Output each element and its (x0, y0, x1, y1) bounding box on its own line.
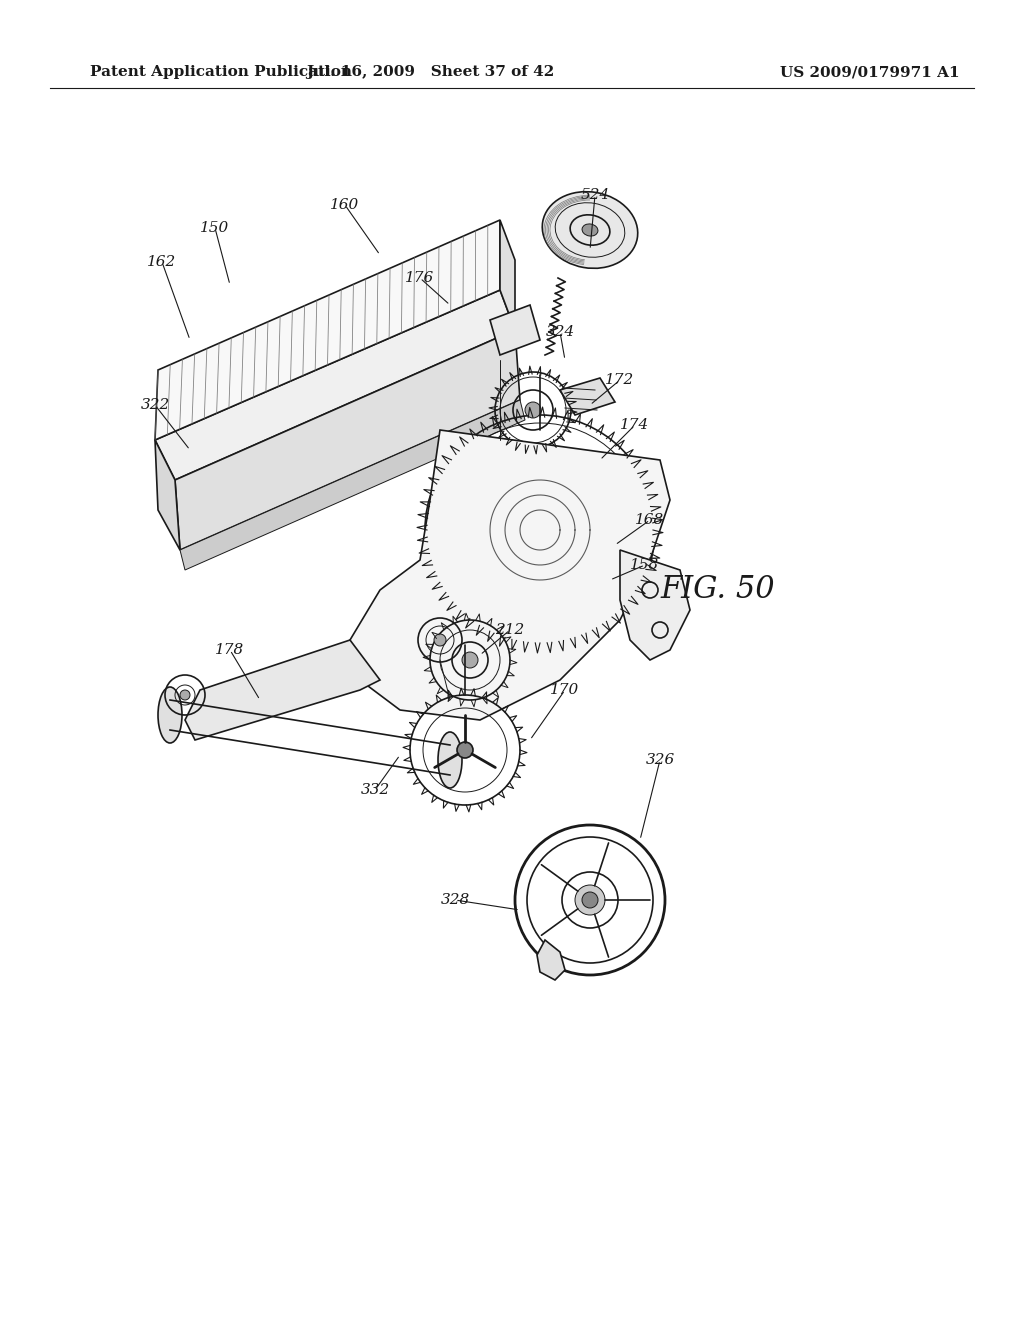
Text: 172: 172 (605, 374, 635, 387)
Polygon shape (155, 290, 515, 480)
Text: 322: 322 (140, 399, 170, 412)
Text: 524: 524 (581, 187, 609, 202)
Text: 326: 326 (645, 752, 675, 767)
Circle shape (457, 742, 473, 758)
Polygon shape (620, 550, 690, 660)
Ellipse shape (158, 686, 182, 743)
Text: 150: 150 (201, 220, 229, 235)
Circle shape (582, 892, 598, 908)
Polygon shape (180, 400, 525, 570)
Text: 170: 170 (550, 682, 580, 697)
Circle shape (180, 690, 190, 700)
Polygon shape (537, 940, 565, 979)
Text: Jul. 16, 2009   Sheet 37 of 42: Jul. 16, 2009 Sheet 37 of 42 (306, 65, 554, 79)
Text: US 2009/0179971 A1: US 2009/0179971 A1 (780, 65, 959, 79)
Text: 176: 176 (406, 271, 434, 285)
Ellipse shape (582, 224, 598, 236)
Text: 162: 162 (147, 255, 176, 269)
Text: 324: 324 (546, 325, 574, 339)
Ellipse shape (438, 733, 462, 788)
Polygon shape (560, 378, 615, 414)
Text: Patent Application Publication: Patent Application Publication (90, 65, 352, 79)
Polygon shape (350, 430, 670, 719)
Polygon shape (175, 330, 520, 550)
Text: 158: 158 (631, 558, 659, 572)
Polygon shape (155, 440, 180, 550)
Text: 174: 174 (621, 418, 649, 432)
Circle shape (575, 884, 605, 915)
Circle shape (532, 521, 548, 539)
Circle shape (434, 634, 446, 645)
Polygon shape (490, 305, 540, 355)
Ellipse shape (543, 191, 638, 268)
Text: 160: 160 (331, 198, 359, 213)
Polygon shape (155, 220, 500, 440)
Polygon shape (535, 525, 600, 570)
Text: FIG. 50: FIG. 50 (660, 574, 774, 606)
Text: 212: 212 (496, 623, 524, 638)
Circle shape (525, 403, 541, 418)
Circle shape (462, 652, 478, 668)
Text: 332: 332 (360, 783, 389, 797)
Text: 178: 178 (215, 643, 245, 657)
Polygon shape (185, 640, 380, 741)
Text: 328: 328 (440, 894, 470, 907)
Polygon shape (500, 220, 515, 330)
Text: 168: 168 (635, 513, 665, 527)
